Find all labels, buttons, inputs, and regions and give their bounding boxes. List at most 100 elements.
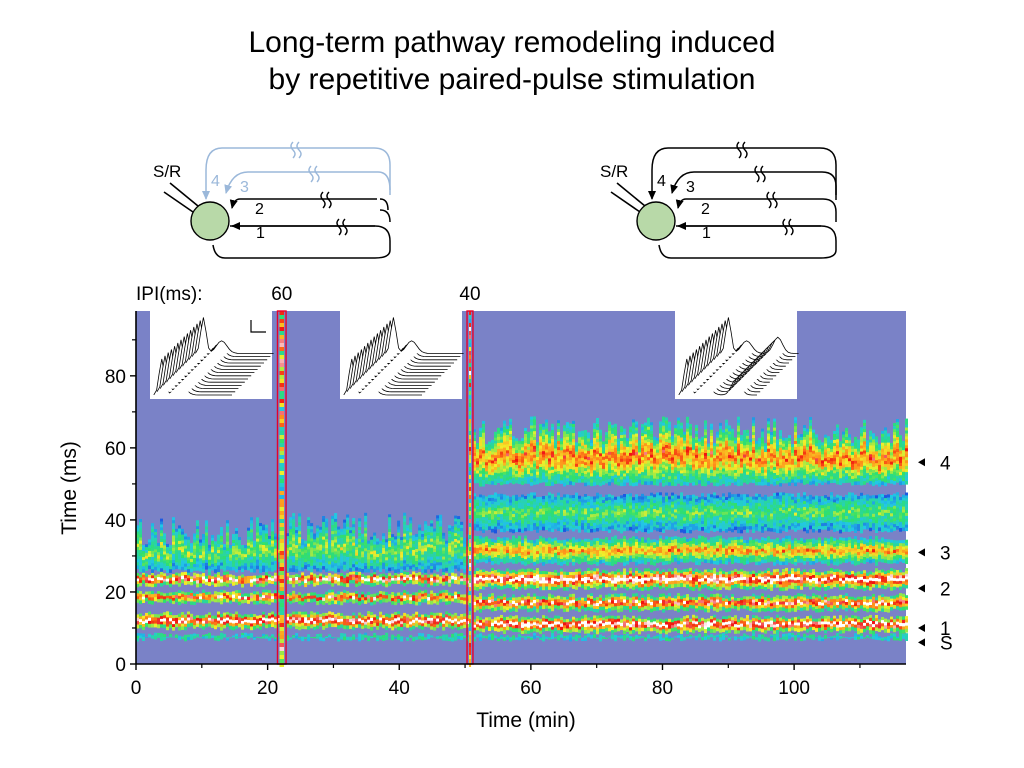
heatmap-cell bbox=[566, 571, 569, 576]
heatmap-cell bbox=[256, 550, 259, 555]
heatmap-cell bbox=[334, 563, 338, 567]
heatmap-cell bbox=[473, 502, 476, 506]
heatmap-cell bbox=[343, 549, 347, 554]
heatmap-cell bbox=[533, 498, 536, 503]
heatmap-cell bbox=[448, 563, 452, 568]
heatmap-cell bbox=[457, 522, 461, 526]
heatmap-cell bbox=[334, 600, 338, 605]
heatmap-cell bbox=[397, 550, 401, 555]
heatmap-cell bbox=[205, 526, 208, 531]
heatmap-cell bbox=[157, 564, 160, 569]
heatmap-cell bbox=[566, 625, 569, 630]
heatmap-cell bbox=[442, 589, 446, 594]
heatmap-cell bbox=[527, 574, 530, 579]
heatmap-cell bbox=[184, 545, 187, 550]
heatmap-cell bbox=[178, 595, 181, 600]
heatmap-cell bbox=[265, 636, 268, 639]
heatmap-cell bbox=[268, 561, 271, 566]
heatmap-cell bbox=[289, 556, 293, 560]
heatmap-cell bbox=[497, 616, 500, 621]
heatmap-cell bbox=[421, 577, 425, 581]
heatmap-cell bbox=[277, 555, 280, 560]
heatmap-cell bbox=[521, 636, 524, 638]
heatmap-cell bbox=[500, 602, 503, 607]
heatmap-cell bbox=[485, 444, 488, 448]
heatmap-cell bbox=[500, 618, 503, 622]
heatmap-cell bbox=[421, 548, 425, 553]
heatmap-cell bbox=[271, 519, 274, 523]
heatmap-cell bbox=[500, 528, 503, 533]
heatmap-cell bbox=[572, 424, 575, 428]
heatmap-cell bbox=[343, 546, 347, 551]
heatmap-cell bbox=[454, 524, 458, 528]
heatmap-cell bbox=[178, 531, 181, 536]
pathway-2-line bbox=[379, 209, 391, 223]
heatmap-cell bbox=[220, 553, 223, 558]
heatmap-cell bbox=[310, 541, 314, 545]
heatmap-cell bbox=[527, 624, 530, 629]
heatmap-cell bbox=[479, 430, 482, 435]
heatmap-cell bbox=[515, 628, 518, 632]
heatmap-cell bbox=[436, 530, 440, 534]
heatmap-cell bbox=[382, 573, 386, 578]
heatmap-cell bbox=[373, 565, 377, 570]
heatmap-cell bbox=[304, 620, 308, 624]
heatmap-cell bbox=[527, 434, 530, 439]
heatmap-cell bbox=[439, 556, 443, 560]
heatmap-cell bbox=[217, 543, 220, 548]
heatmap-cell bbox=[491, 576, 494, 581]
heatmap-cell bbox=[533, 448, 536, 453]
stim-record-electrode bbox=[163, 182, 199, 213]
heatmap-cell bbox=[331, 521, 335, 526]
heatmap-cell bbox=[295, 622, 299, 627]
heatmap-cell bbox=[421, 539, 425, 544]
heatmap-cell bbox=[418, 614, 422, 618]
heatmap-cell bbox=[406, 620, 410, 625]
heatmap-cell bbox=[211, 549, 214, 553]
heatmap-cell bbox=[187, 578, 190, 582]
heatmap-cell bbox=[160, 577, 163, 581]
heatmap-cell bbox=[509, 473, 512, 477]
heatmap-cell bbox=[427, 620, 431, 625]
heatmap-cell bbox=[548, 461, 551, 465]
heatmap-cell bbox=[208, 544, 211, 549]
heatmap-cell bbox=[494, 636, 497, 639]
heatmap-cell bbox=[482, 636, 485, 639]
heatmap-cell bbox=[497, 619, 500, 624]
heatmap-cell bbox=[139, 580, 142, 584]
heatmap-cell bbox=[554, 502, 557, 507]
heatmap-cell bbox=[172, 538, 175, 543]
heatmap-cell bbox=[349, 625, 353, 629]
heatmap-cell bbox=[319, 636, 323, 641]
heatmap-cell bbox=[569, 594, 572, 598]
heatmap-cell bbox=[476, 596, 479, 601]
heatmap-cell bbox=[298, 534, 302, 538]
heatmap-cell bbox=[214, 544, 217, 549]
heatmap-cell bbox=[557, 429, 560, 433]
heatmap-cell bbox=[175, 550, 178, 554]
heatmap-cell bbox=[454, 559, 458, 563]
heatmap-cell bbox=[214, 574, 217, 578]
heatmap-cell bbox=[557, 578, 560, 583]
heatmap-cell bbox=[515, 615, 518, 620]
heatmap-cell bbox=[442, 578, 446, 583]
heatmap-cell bbox=[512, 535, 515, 540]
heatmap-cell bbox=[551, 597, 554, 602]
heatmap-cell bbox=[548, 596, 551, 601]
heatmap-cell bbox=[560, 616, 563, 621]
heatmap-cell bbox=[145, 567, 148, 571]
heatmap-cell bbox=[298, 546, 302, 550]
heatmap-cell bbox=[482, 453, 485, 457]
heatmap-cell bbox=[494, 467, 497, 471]
heatmap-cell bbox=[563, 467, 566, 472]
heatmap-cell bbox=[388, 561, 392, 566]
heatmap-cell bbox=[479, 437, 482, 441]
heatmap-cell bbox=[253, 565, 256, 570]
heatmap-cell bbox=[563, 636, 566, 639]
heatmap-cell bbox=[271, 634, 274, 637]
heatmap-cell bbox=[485, 508, 488, 513]
heatmap-cell bbox=[403, 619, 407, 624]
heatmap-cell bbox=[181, 617, 184, 622]
heatmap-cell bbox=[304, 556, 308, 560]
